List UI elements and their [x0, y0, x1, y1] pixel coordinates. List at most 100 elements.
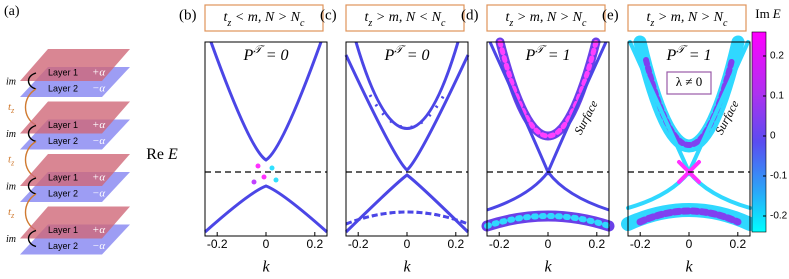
text-part: Im — [755, 6, 769, 21]
condition-box — [204, 4, 324, 32]
panel-label: (e) — [602, 7, 619, 23]
text-part: t — [647, 10, 652, 25]
x-tick-label: -0.2 — [348, 237, 369, 251]
condition: tz < m, N > Nc — [224, 10, 305, 29]
x-tick-label: 0 — [404, 237, 411, 251]
text-part: c — [300, 18, 305, 29]
text-part: > m, N > N — [513, 10, 582, 25]
x-axis-label: k — [403, 259, 411, 276]
x-tick-label: 0 — [545, 237, 552, 251]
band — [484, 213, 612, 229]
text-part: E — [772, 6, 781, 21]
x-tick-label: 0.2 — [729, 237, 746, 251]
layer-sign: −α — [92, 240, 105, 252]
layer-sign: −α — [92, 188, 105, 200]
x-tick-label: 0.2 — [447, 237, 464, 251]
condition-box — [486, 4, 606, 32]
band — [204, 184, 328, 234]
x-tick-label: 0.2 — [588, 237, 605, 251]
x-tick-label: -0.2 — [489, 237, 510, 251]
colorbar-tick-label: 0 — [770, 131, 776, 142]
interlayer-coupling: tz — [8, 206, 15, 221]
text-part: t — [224, 10, 229, 25]
colorbar-tick-label: 0.1 — [770, 91, 784, 102]
band — [344, 54, 470, 172]
band — [345, 210, 469, 226]
layer-plate — [20, 101, 130, 134]
text-part: c — [582, 18, 587, 29]
interlayer-coupling: tz — [8, 153, 15, 168]
text-part: t — [8, 153, 12, 165]
band-illustration — [204, 41, 328, 234]
text-part: > m, N > N — [654, 10, 723, 25]
condition: tz > m, N < Nc — [365, 10, 446, 29]
panel-label: (c) — [320, 7, 337, 23]
text-part: P — [524, 47, 535, 64]
band — [636, 207, 742, 226]
layer-sign: −α — [92, 135, 105, 147]
intralayer-coupling: im — [6, 181, 16, 192]
text-part: z — [226, 18, 231, 29]
text-part: = 1 — [544, 47, 571, 64]
layer-plate — [20, 206, 130, 239]
invariant: P𝒯 = 0 — [383, 44, 429, 64]
text-part: P — [242, 47, 253, 64]
condition: tz > m, N > Nc — [506, 10, 587, 29]
condition-box — [627, 4, 747, 32]
text-part: z — [10, 211, 15, 220]
layer-name: Layer 2 — [48, 83, 78, 93]
layer-sign: +α — [92, 224, 105, 236]
text-part: P — [383, 47, 394, 64]
text-part: z — [649, 18, 654, 29]
text-part: z — [10, 159, 15, 168]
layer-name: Layer 2 — [48, 241, 78, 251]
text-part: t — [8, 206, 12, 218]
layer-name: Layer 1 — [48, 120, 78, 130]
layer-sign: −α — [92, 83, 105, 95]
colorbar-tick-label: -0.2 — [770, 211, 788, 222]
dot — [273, 177, 279, 183]
text-part: t — [506, 10, 511, 25]
layer-sign: +α — [92, 67, 105, 79]
colorbar — [751, 31, 767, 233]
x-axis-label: k — [544, 259, 552, 276]
text-part: c — [441, 18, 446, 29]
text-part: z — [367, 18, 372, 29]
condition-box — [345, 4, 465, 32]
text-part: z — [10, 106, 15, 115]
band — [344, 173, 470, 234]
dot — [269, 165, 275, 171]
text-part: P — [665, 47, 676, 64]
dot — [261, 174, 267, 180]
note: λ ≠ 0 — [676, 74, 702, 89]
layer-plate — [20, 49, 130, 81]
layer-name: Layer 1 — [48, 172, 78, 182]
layer-name: Layer 2 — [48, 188, 78, 198]
text-part: t — [8, 101, 12, 113]
layer-name: Layer 1 — [48, 225, 78, 235]
intralayer-coupling: im — [6, 234, 16, 245]
intralayer-coupling: im — [6, 129, 16, 140]
x-tick-label: -0.2 — [630, 237, 651, 251]
condition: tz > m, N > Nc — [647, 10, 728, 29]
interlayer-coupling: tz — [8, 101, 15, 116]
band — [368, 94, 446, 129]
colorbar-tick-label: -0.1 — [770, 171, 788, 182]
band — [354, 41, 460, 130]
colorbar-tick-label: 0.2 — [770, 51, 784, 62]
text-part: z — [508, 18, 513, 29]
band-illustration — [344, 41, 470, 234]
band — [209, 41, 323, 162]
x-axis-label: k — [685, 259, 693, 276]
text-part: > m, N < N — [372, 10, 441, 25]
coupling-arrow — [27, 229, 37, 248]
text-part: = 0 — [262, 47, 289, 64]
text-part: = 1 — [685, 47, 712, 64]
band — [626, 168, 752, 210]
invariant: P𝒯 = 1 — [524, 44, 570, 64]
text-part: c — [723, 18, 728, 29]
band-illustration — [481, 37, 615, 232]
x-tick-label: 0 — [686, 237, 693, 251]
panel-label: (a) — [4, 4, 20, 19]
